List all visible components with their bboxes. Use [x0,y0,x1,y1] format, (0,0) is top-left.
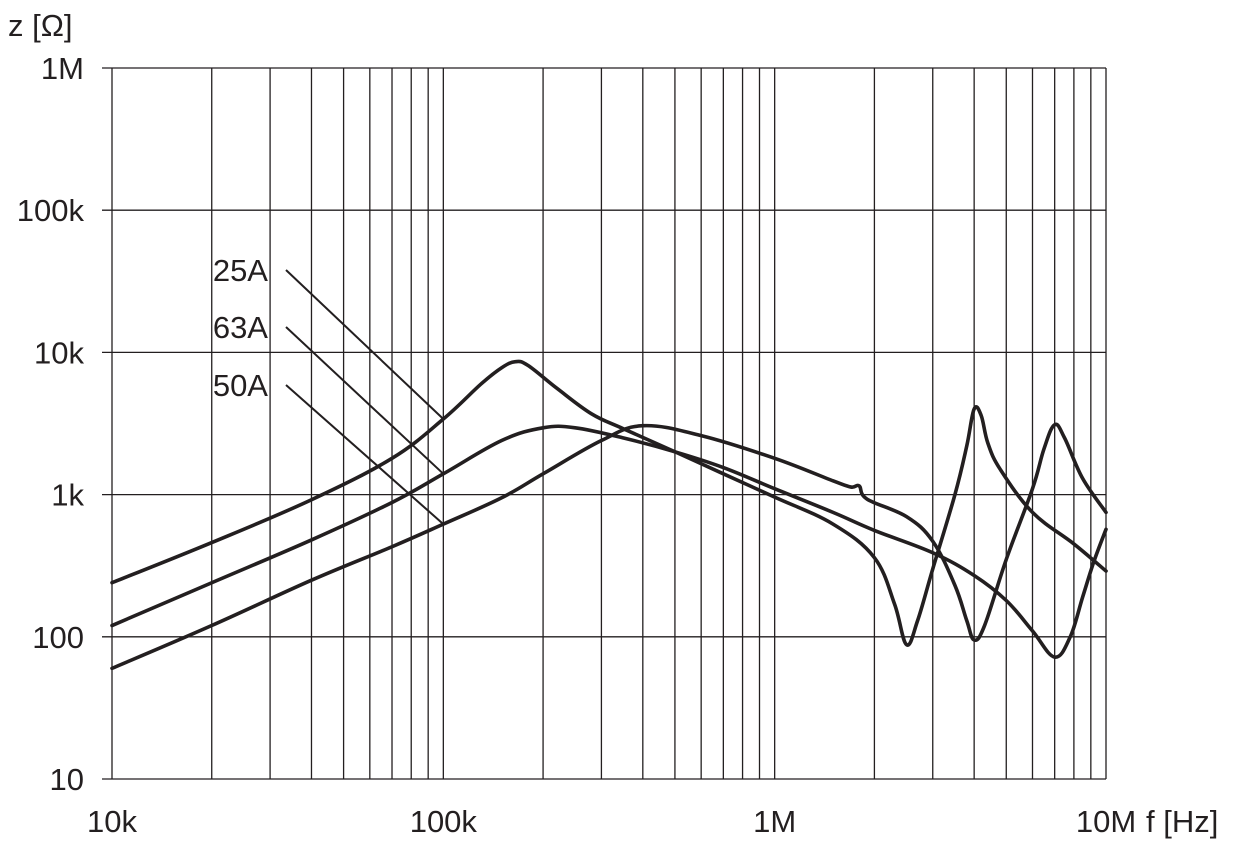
series-line-63a [110,424,1108,659]
x-tick-label: 10M [1076,804,1136,839]
y-tick-label: 1M [41,51,84,86]
series-label-50a: 50A [213,368,268,403]
series-line-25a [110,359,1108,647]
series-leader-line [285,326,445,475]
series-leader-line [285,269,445,420]
y-tick-label: 1k [51,478,84,513]
y-tick-label: 10k [34,335,84,370]
series-line-50a [110,422,1108,671]
y-tick-label: 100 [32,620,84,655]
series-leader-line [285,384,444,525]
grid [102,67,1107,780]
x-axis-title: f [Hz] [1146,804,1218,839]
x-tick-label: 100k [410,804,478,839]
x-tick-label: 10k [87,804,137,839]
y-tick-label: 100k [17,193,85,228]
axes: 10k 100k 1M 10M 10 100 1k 10k 100k 1M [17,51,1136,839]
series-labels: 25A 63A 50A [213,253,445,525]
series-label-63a: 63A [213,310,268,345]
y-axis-title: z [Ω] [8,8,73,43]
series-label-25a: 25A [213,253,268,288]
curves [110,359,1108,671]
x-tick-label: 1M [753,804,796,839]
y-tick-label: 10 [50,762,84,797]
